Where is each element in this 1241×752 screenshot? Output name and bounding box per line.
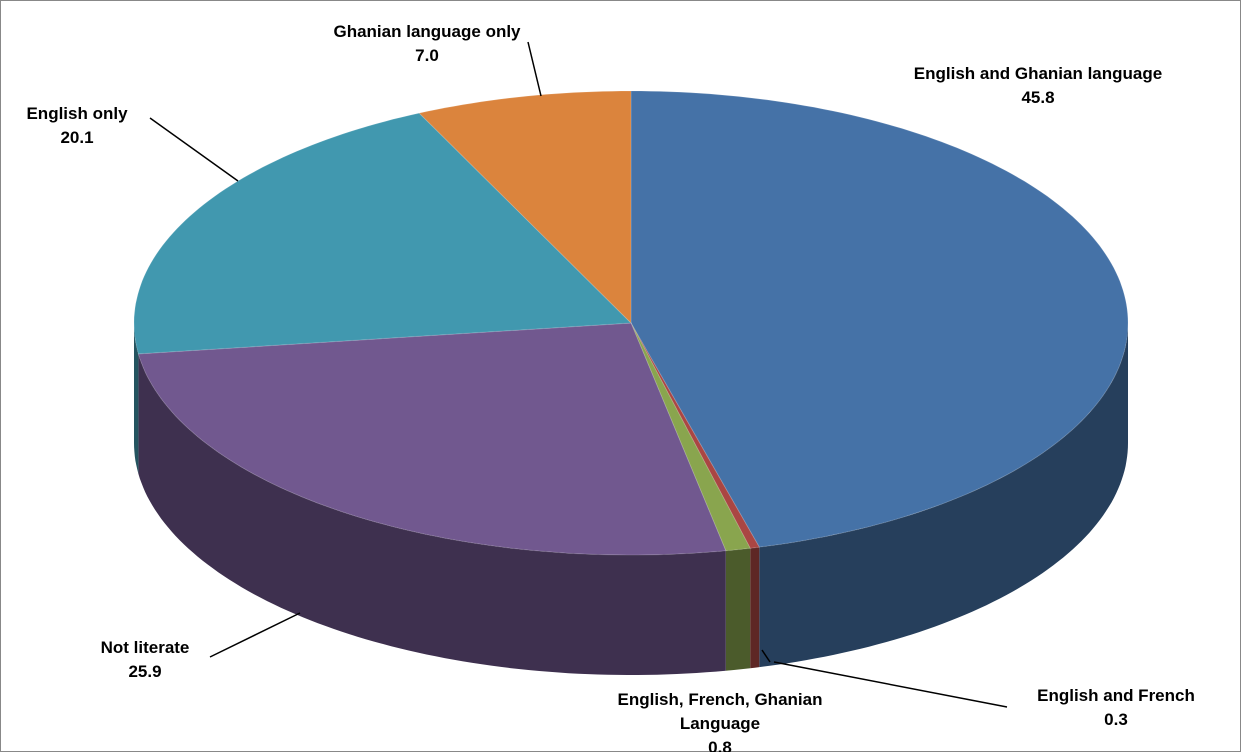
label-value: 45.8: [1021, 88, 1055, 107]
leader-line: [209, 612, 301, 658]
leader-line: [761, 649, 771, 663]
label-name: Not literate: [100, 638, 190, 657]
label-value: 20.1: [60, 128, 94, 147]
slice-side: [750, 547, 760, 669]
label-value: 25.9: [128, 662, 162, 681]
label-value: 0.3: [1104, 710, 1128, 729]
leader-line: [527, 41, 542, 97]
label-name: English, French, Ghanian Language: [617, 690, 823, 733]
data-label: Ghanian language only 7.0: [312, 20, 542, 68]
label-name: English and French: [1037, 686, 1195, 705]
label-name: English and Ghanian language: [913, 64, 1163, 83]
data-label: English only 20.1: [0, 102, 157, 150]
slice: [133, 112, 633, 355]
slice-side: [134, 323, 139, 474]
slice: [630, 322, 751, 552]
data-label: English and French 0.3: [996, 684, 1236, 732]
data-label: Not literate 25.9: [45, 636, 245, 684]
label-name: Ghanian language only: [333, 22, 521, 41]
slice: [137, 322, 727, 556]
data-label: English, French, Ghanian Language 0.8: [605, 688, 835, 752]
slice-side: [138, 353, 726, 675]
slice-side: [759, 323, 1128, 668]
slice: [630, 322, 761, 549]
leader-line: [773, 661, 1008, 708]
label-value: 0.8: [708, 738, 732, 752]
slice: [418, 90, 632, 325]
leader-line: [149, 117, 239, 182]
label-name: English only: [26, 104, 128, 123]
slice: [630, 90, 1129, 548]
data-label: English and Ghanian language 45.8: [908, 62, 1168, 110]
slice-side: [725, 548, 751, 671]
label-value: 7.0: [415, 46, 439, 65]
